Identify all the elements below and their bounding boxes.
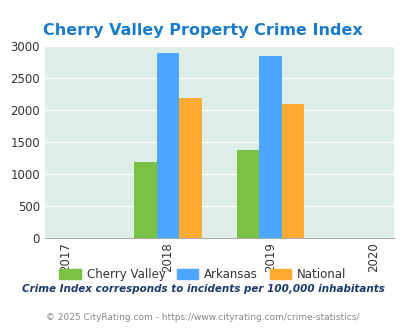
Bar bbox=[259, 56, 281, 238]
Bar bbox=[179, 98, 201, 238]
Bar bbox=[156, 52, 179, 238]
Bar bbox=[134, 162, 156, 238]
Text: Cherry Valley Property Crime Index: Cherry Valley Property Crime Index bbox=[43, 23, 362, 38]
Legend: Cherry Valley, Arkansas, National: Cherry Valley, Arkansas, National bbox=[55, 263, 350, 286]
Bar bbox=[236, 150, 259, 238]
Bar bbox=[281, 104, 304, 238]
Text: Crime Index corresponds to incidents per 100,000 inhabitants: Crime Index corresponds to incidents per… bbox=[21, 284, 384, 294]
Text: © 2025 CityRating.com - https://www.cityrating.com/crime-statistics/: © 2025 CityRating.com - https://www.city… bbox=[46, 313, 359, 322]
